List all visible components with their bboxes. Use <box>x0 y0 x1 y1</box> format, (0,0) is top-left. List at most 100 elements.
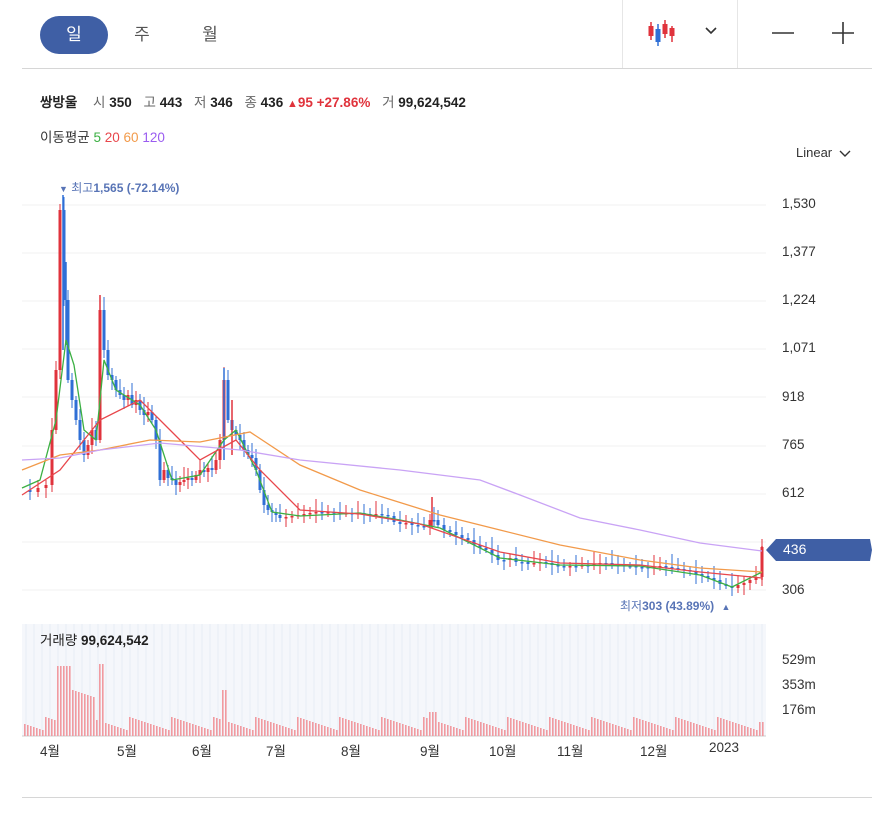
volume-bar <box>60 666 62 736</box>
candle-body <box>556 565 560 567</box>
volume-bar <box>390 720 392 736</box>
close-label: 종 <box>244 95 257 110</box>
volume-bar <box>285 727 287 736</box>
volume-bar <box>744 726 746 736</box>
volume-bar <box>153 725 155 736</box>
candle-body <box>490 550 494 555</box>
candle-body <box>110 375 114 380</box>
high-annotation-label: 최고 <box>71 181 94 195</box>
volume-bar <box>255 717 257 736</box>
moving-average-legend[interactable]: 이동평균 5 20 60 120 <box>40 126 165 146</box>
volume-bar <box>741 725 743 736</box>
volume-bar <box>690 722 692 736</box>
chevron-down-icon[interactable] <box>702 22 720 40</box>
ma-120: 120 <box>142 130 165 145</box>
scale-label: Linear <box>796 145 833 160</box>
volume-bar <box>282 726 284 736</box>
volume-bar <box>465 717 467 736</box>
volume-bar <box>750 728 752 736</box>
candle-body <box>398 522 402 524</box>
volume-bar <box>414 728 416 736</box>
candle-body <box>314 512 318 514</box>
down-triangle-icon: ▼ <box>59 184 68 194</box>
tab-monthly[interactable]: 월 <box>202 25 218 44</box>
candle-body <box>308 513 312 515</box>
x-tick-label: 11월 <box>557 744 584 759</box>
volume-bar <box>87 695 89 736</box>
volume-bar <box>702 726 704 736</box>
tab-weekly[interactable]: 주 <box>134 25 150 44</box>
volume-bar <box>159 727 161 736</box>
volume-bar <box>546 730 548 736</box>
volume-bar <box>441 723 443 736</box>
close-value: 436 <box>260 95 284 110</box>
scale-selector[interactable]: Linear <box>796 145 852 160</box>
volume-bar <box>687 721 689 736</box>
volume-bar <box>144 722 146 736</box>
volume-bar <box>624 728 626 736</box>
volume-panel-title: 거래량 <box>40 633 78 648</box>
open-label: 시 <box>93 95 106 110</box>
volume-bar <box>48 718 50 736</box>
candle-body <box>226 380 230 420</box>
volume-bar <box>570 724 572 736</box>
volume-bar <box>111 725 113 736</box>
volume-bar <box>258 718 260 736</box>
candle-body <box>150 412 154 420</box>
candle-body <box>736 585 740 588</box>
volume-bar <box>345 719 347 736</box>
volume-bar <box>609 723 611 736</box>
stock-name: 쌍방울 <box>40 95 78 110</box>
volume-bar <box>762 722 764 736</box>
volume-bar <box>666 728 668 736</box>
volume-bar <box>180 720 182 736</box>
volume-bar <box>576 726 578 736</box>
volume-bar <box>513 719 515 736</box>
volume-bar <box>663 727 665 736</box>
volume-bar <box>309 721 311 736</box>
candle-body <box>218 440 222 460</box>
volume-bar <box>681 719 683 736</box>
minus-icon[interactable] <box>770 22 796 44</box>
plus-icon[interactable] <box>830 20 856 46</box>
volume-bar <box>483 723 485 736</box>
volume-bar <box>231 723 233 736</box>
candle-body <box>374 514 378 516</box>
ma20-line <box>21 399 763 579</box>
volume-bar <box>36 728 38 736</box>
low-annotation-label: 최저 <box>620 599 643 613</box>
volume-bar <box>534 726 536 736</box>
volume-bar <box>558 720 560 736</box>
volume-bar <box>498 728 500 736</box>
volume-bar <box>417 729 419 736</box>
volume-bar <box>165 729 167 736</box>
volume-bar <box>729 721 731 736</box>
candle-body <box>250 455 254 458</box>
candle-body <box>166 470 170 478</box>
candle-body <box>202 470 206 472</box>
volume-bar <box>636 718 638 736</box>
candlestick-icon[interactable] <box>646 18 680 50</box>
volume-bar <box>648 722 650 736</box>
x-tick-label: 7월 <box>266 744 286 759</box>
volume-bar <box>543 729 545 736</box>
up-arrow-icon: ▲ <box>286 98 298 110</box>
volume-bar <box>303 719 305 736</box>
volume-label: 거 <box>382 95 395 110</box>
volume-bar <box>693 723 695 736</box>
y-tick-label: 1,224 <box>782 292 816 307</box>
price-summary: 쌍방울 시 350 고 443 저 346 종 436 ▲95 +27.86% … <box>40 91 466 111</box>
volume-bar <box>108 724 110 736</box>
change-value: 95 <box>297 95 313 110</box>
volume-bar <box>240 726 242 736</box>
volume-bar <box>63 666 65 736</box>
volume-bar <box>495 727 497 736</box>
volume-bar <box>612 724 614 736</box>
volume-bar <box>633 717 635 736</box>
volume-bar <box>132 718 134 736</box>
current-price-badge: 436 <box>766 539 872 561</box>
candle-body <box>454 532 458 535</box>
volume-bar <box>237 725 239 736</box>
tab-daily[interactable]: 일 <box>40 16 108 54</box>
